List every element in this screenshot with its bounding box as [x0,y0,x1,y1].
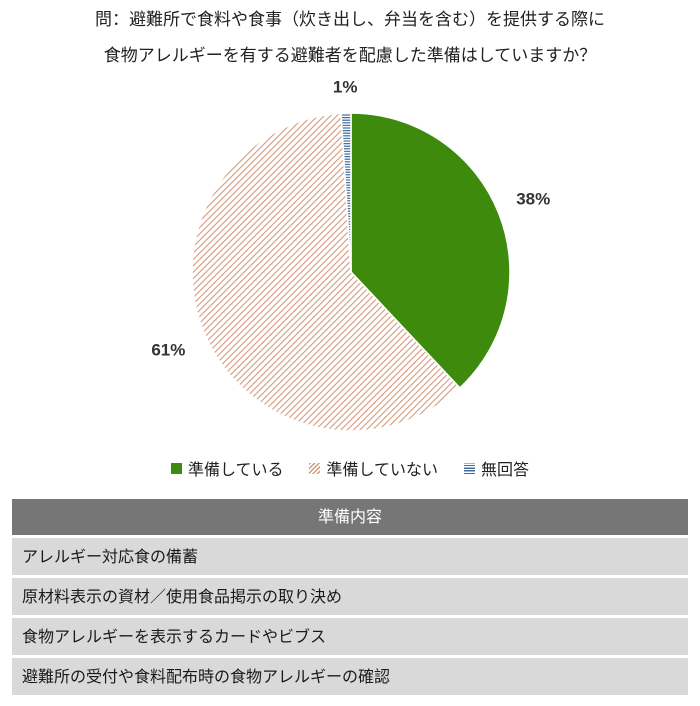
table-row: 食物アレルギーを表示するカードやビブス [12,618,688,655]
pie-slice-prepared [350,112,511,389]
legend-item-not-prepared: 準備していない [309,456,438,480]
chart-title-line-1: 問：避難所で食料や食事（炊き出し、弁当を含む）を提供する際に [95,10,605,30]
legend-item-no-answer: 無回答 [464,456,529,480]
table-header: 準備内容 [12,499,688,535]
table-row: アレルギー対応食の備蓄 [12,538,688,575]
legend-label-prepared: 準備している [187,460,284,479]
legend-label-no-answer: 無回答 [481,460,530,479]
chart-legend: 準備している 準備していない 無回答 [0,456,700,480]
table-row: 原材料表示の資材／使用食品掲示の取り決め [12,578,688,615]
legend-swatch-lines [464,462,476,474]
pie-chart: 38% 61% 1% [151,78,550,432]
table-row: 避難所の受付や食料配布時の食物アレルギーの確認 [12,658,688,695]
slice-label-not-prepared: 61% [151,341,185,360]
legend-swatch-hatch [309,462,321,474]
legend-item-prepared: 準備している [170,456,284,480]
slice-label-no-answer: 1% [333,78,358,97]
chart-title-line-2: 食物アレルギーを有する避難者を配慮した準備はしていますか？ [103,46,597,66]
preparation-table: 準備内容 アレルギー対応食の備蓄 原材料表示の資材／使用食品掲示の取り決め 食物… [12,499,688,695]
slice-label-prepared: 38% [516,189,550,208]
legend-swatch-green [170,462,182,474]
legend-label-not-prepared: 準備していない [326,460,439,479]
pie-slice-not-prepared [191,112,461,432]
pie-slice-no-answer [340,112,352,273]
